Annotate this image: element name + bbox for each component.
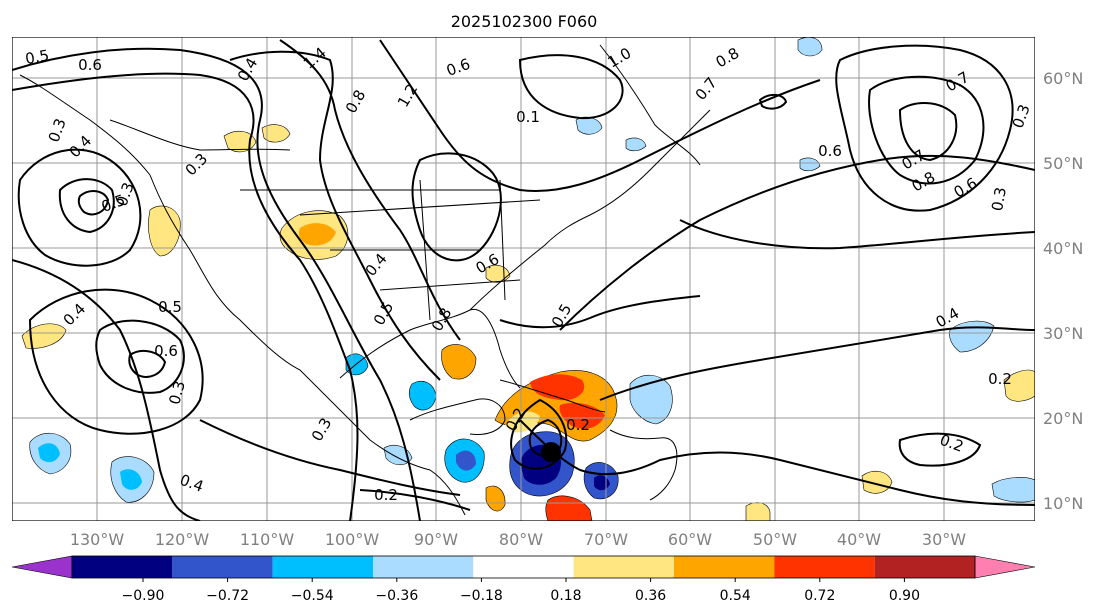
longitude-tick-label: 80°W xyxy=(499,530,543,549)
colorbar-tick-label: −0.18 xyxy=(460,588,503,604)
colorbar-segment xyxy=(573,556,674,578)
latitude-tick-labels: 60°N 50°N 40°N 30°N 20°N 10°N xyxy=(1043,69,1083,513)
longitude-tick-label: 110°W xyxy=(240,530,295,549)
contour-labels: 0.5 0.6 1.4 0.6 1.0 0.80.70.30.40.8 1.20.10.70… xyxy=(24,44,1034,504)
contour-label: 0.6 xyxy=(818,142,842,160)
latitude-tick-label: 30°N xyxy=(1043,324,1083,343)
colorbar-extend-min xyxy=(11,555,73,579)
longitude-tick-label: 30°W xyxy=(922,530,966,549)
longitude-tick-label: 70°W xyxy=(584,530,628,549)
colorbar-tick-label: −0.90 xyxy=(122,588,165,604)
longitude-tick-labels: 130°W 120°W 110°W 100°W 90°W 80°W 70°W 60°W 50°W… xyxy=(70,530,966,549)
map-panel: 0.5 0.6 1.4 0.6 1.0 0.80.70.30.40.8 1.20.10.70… xyxy=(12,37,1035,521)
colorbar-segment xyxy=(774,556,875,578)
colorbar-segment xyxy=(874,556,975,578)
latitude-tick-label: 50°N xyxy=(1043,154,1083,173)
contour-label: 0.2 xyxy=(566,416,590,434)
contour-label: 0.2 xyxy=(374,486,398,504)
map-title: 2025102300 F060 xyxy=(451,12,598,31)
latitude-tick-label: 10°N xyxy=(1043,494,1083,513)
colorbar-tick-label: −0.36 xyxy=(375,588,418,604)
contour-label: 0.3 xyxy=(988,186,1010,213)
contour-label: 0.3 xyxy=(165,379,189,407)
longitude-tick-label: 50°W xyxy=(753,530,797,549)
colorbar-tick-label: 0.18 xyxy=(550,588,581,604)
colorbar-segment xyxy=(172,556,273,578)
contour-label: 0.2 xyxy=(988,370,1012,388)
longitude-tick-label: 40°W xyxy=(837,530,881,549)
colorbar-segment xyxy=(72,556,173,578)
contour-label: 0.5 xyxy=(158,298,182,316)
contour-label: 0.6 xyxy=(154,342,178,360)
colorbar-tick-label: −0.72 xyxy=(206,588,249,604)
contour-lines xyxy=(12,39,1035,521)
colorbar-tick-label: 0.72 xyxy=(804,588,835,604)
latitude-tick-label: 60°N xyxy=(1043,69,1083,88)
longitude-tick-label: 130°W xyxy=(70,530,125,549)
colorbar-tick-label: 0.90 xyxy=(889,588,920,604)
longitude-tick-label: 100°W xyxy=(325,530,380,549)
contour-label: 0.6 xyxy=(78,56,102,74)
colorbar-segment xyxy=(272,556,373,578)
coastlines xyxy=(19,44,711,516)
colorbar-extend-max xyxy=(974,555,1036,579)
longitude-tick-label: 120°W xyxy=(155,530,210,549)
colorbar-tick-label: 0.36 xyxy=(635,588,666,604)
colorbar-tick-label: −0.54 xyxy=(291,588,334,604)
contour-label: 0.5 xyxy=(24,46,51,68)
colorbar: −0.90 −0.72 −0.54 −0.36 −0.18 0.18 0.36 0.54 0.7… xyxy=(11,555,1036,604)
contour-label: 0.1 xyxy=(516,108,540,126)
storm-center-marker xyxy=(541,442,561,462)
colorbar-segment xyxy=(473,556,574,578)
colorbar-tick-label: 0.54 xyxy=(720,588,751,604)
colorbar-segment xyxy=(373,556,474,578)
latitude-tick-label: 40°N xyxy=(1043,239,1083,258)
colorbar-segment xyxy=(674,556,775,578)
anomaly-shading xyxy=(21,37,1035,521)
latitude-tick-label: 20°N xyxy=(1043,409,1083,428)
longitude-tick-label: 60°W xyxy=(668,530,712,549)
longitude-tick-label: 90°W xyxy=(414,530,458,549)
